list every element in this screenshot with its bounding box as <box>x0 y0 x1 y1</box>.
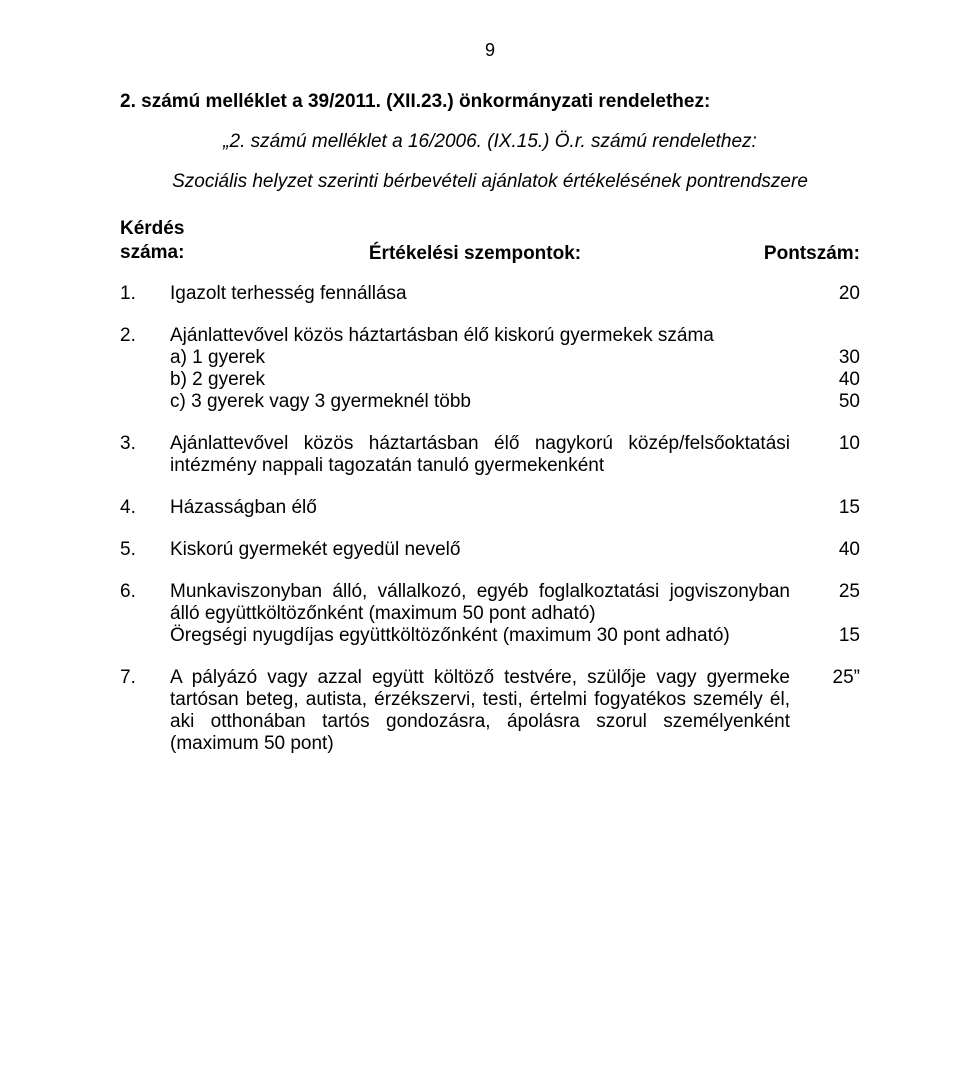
document-page: 9 2. számú melléklet a 39/2011. (XII.23.… <box>0 0 960 1074</box>
header-left-line2: száma: <box>120 242 184 263</box>
sub-row-text: c) 3 gyerek vagy 3 gyermeknél több <box>170 391 790 413</box>
page-number: 9 <box>120 40 860 61</box>
criteria-row: 5. Kiskorú gyermekét egyedül nevelő 40 <box>120 539 860 561</box>
criteria-row: 7. A pályázó vagy azzal együtt költöző t… <box>120 667 860 755</box>
row-text: Ajánlattevővel közös háztartásban élő na… <box>170 433 790 477</box>
row-points: 10 <box>790 433 860 455</box>
row-points: 20 <box>790 283 860 305</box>
criteria-row: 1. Igazolt terhesség fennállása 20 <box>120 283 860 305</box>
row-text: Igazolt terhesség fennállása <box>170 283 790 305</box>
sub-row-text: b) 2 gyerek <box>170 369 790 391</box>
row-points: 15 <box>790 497 860 519</box>
sub-row-text: a) 1 gyerek <box>170 347 790 369</box>
row-text: Kiskorú gyermekét egyedül nevelő <box>170 539 790 561</box>
table-header-row: Kérdés száma: Értékelési szempontok: Pon… <box>120 217 860 265</box>
row-number: 1. <box>120 283 170 305</box>
criteria-row: 4. Házasságban élő 15 <box>120 497 860 519</box>
row-number: 4. <box>120 497 170 519</box>
criteria-row: 2. Ajánlattevővel közös háztartásban élő… <box>120 325 860 413</box>
sub-row-points: 40 <box>790 369 860 391</box>
criteria-row: 6. Munkaviszonyban álló, vállalkozó, egy… <box>120 581 860 647</box>
row-number: 2. <box>120 325 170 347</box>
row-number: 7. <box>120 667 170 689</box>
document-subtitle: Szociális helyzet szerinti bérbevételi a… <box>120 171 860 193</box>
row-text: Házasságban élő <box>170 497 790 519</box>
header-points: Pontszám: <box>740 243 860 265</box>
row-points: 25 <box>790 581 860 603</box>
row-points: 25” <box>790 667 860 689</box>
row-text: Munkaviszonyban álló, vállalkozó, egyéb … <box>170 581 790 625</box>
row-number: 3. <box>120 433 170 455</box>
row-text: Öregségi nyugdíjas együttköltözőnként (m… <box>170 625 790 647</box>
sub-row-points: 50 <box>790 391 860 413</box>
row-number: 5. <box>120 539 170 561</box>
header-criteria: Értékelési szempontok: <box>210 243 740 265</box>
header-left-line1: Kérdés <box>120 218 184 239</box>
row-text: A pályázó vagy azzal együtt költöző test… <box>170 667 790 755</box>
row-points: 15 <box>790 625 860 647</box>
criteria-row: 3. Ajánlattevővel közös háztartásban élő… <box>120 433 860 477</box>
sub-row-points: 30 <box>790 347 860 369</box>
row-points: 40 <box>790 539 860 561</box>
header-question-number: Kérdés száma: <box>120 217 210 265</box>
row-text: Ajánlattevővel közös háztartásban élő ki… <box>170 325 790 347</box>
attachment-title: 2. számú melléklet a 39/2011. (XII.23.) … <box>120 91 860 113</box>
row-number: 6. <box>120 581 170 603</box>
referenced-attachment-title: „2. számú melléklet a 16/2006. (IX.15.) … <box>120 131 860 153</box>
